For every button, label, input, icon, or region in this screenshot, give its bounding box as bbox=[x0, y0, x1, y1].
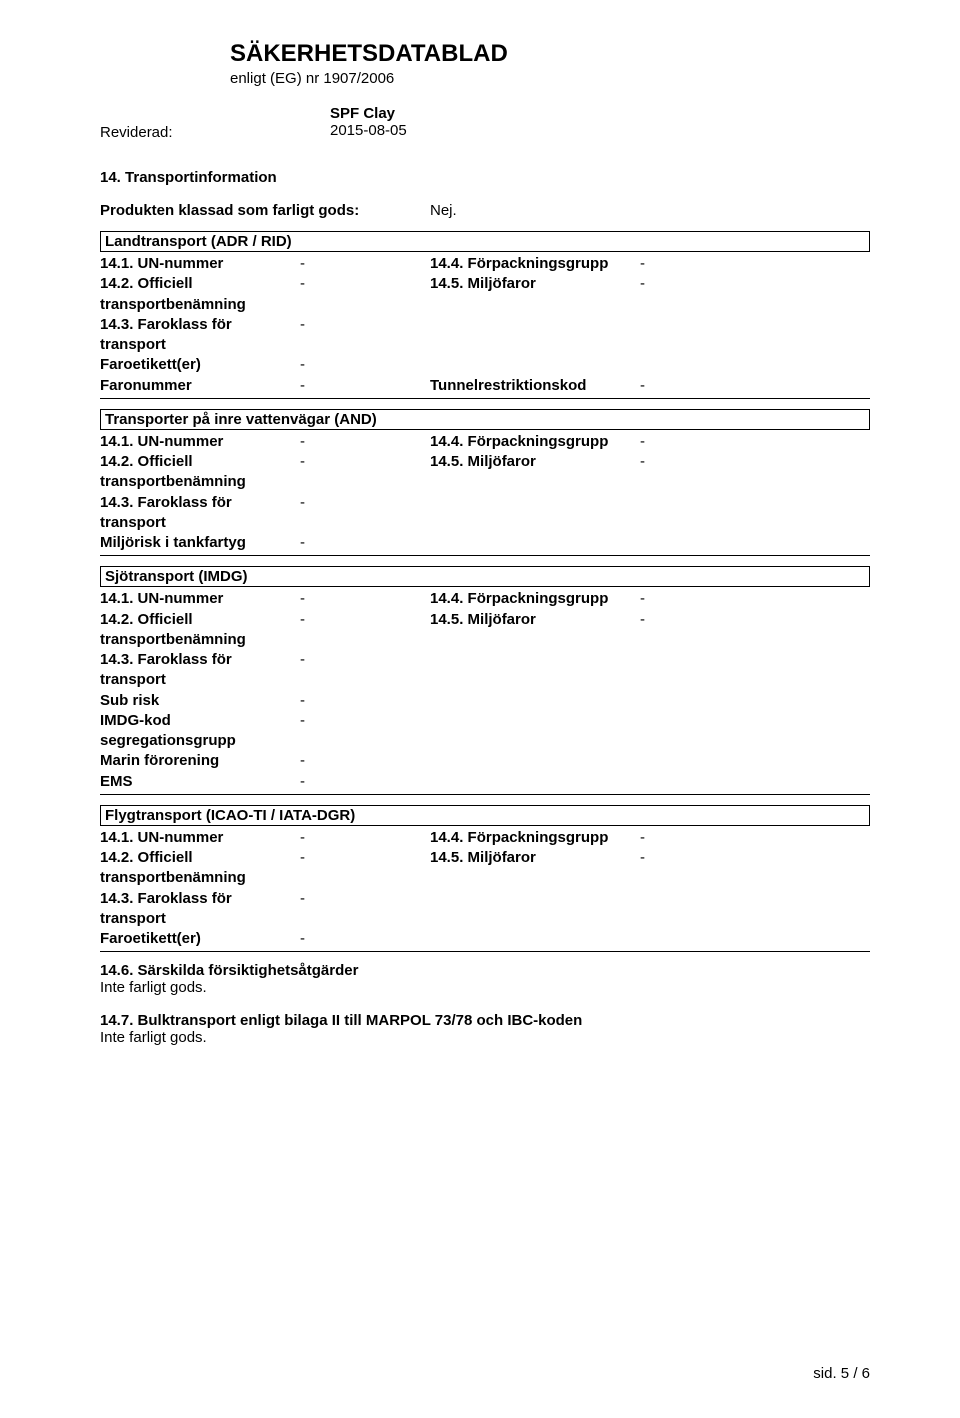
marin-value: - bbox=[300, 751, 430, 771]
forpack-label: 14.4. Förpackningsgrupp bbox=[430, 432, 640, 452]
un-label: 14.1. UN-nummer bbox=[100, 254, 300, 274]
faronummer-value: - bbox=[300, 376, 430, 396]
tunnel-value: - bbox=[640, 376, 680, 396]
forpack-value: - bbox=[640, 589, 680, 609]
forpack-label: 14.4. Förpackningsgrupp bbox=[430, 589, 640, 609]
marin-label: Marin förorening bbox=[100, 751, 300, 771]
faroklass-value: - bbox=[300, 493, 430, 513]
officiell-label-2: transportbenämning bbox=[100, 630, 300, 650]
tunnel-label: Tunnelrestriktionskod bbox=[430, 376, 640, 396]
product-name: SPF Clay bbox=[330, 105, 407, 122]
subrisk-value: - bbox=[300, 691, 430, 711]
officiell-label-2: transportbenämning bbox=[100, 472, 300, 492]
forpack-value: - bbox=[640, 254, 680, 274]
document-subtitle: enligt (EG) nr 1907/2006 bbox=[230, 70, 870, 87]
officiell-value: - bbox=[300, 610, 430, 630]
sec-147-heading: 14.7. Bulktransport enligt bilaga II til… bbox=[100, 1012, 870, 1029]
un-value: - bbox=[300, 432, 430, 452]
block-title-icao: Flygtransport (ICAO-TI / IATA-DGR) bbox=[100, 805, 870, 826]
officiell-label-2: transportbenämning bbox=[100, 868, 300, 888]
page-number: sid. 5 / 6 bbox=[813, 1365, 870, 1382]
document-title: SÄKERHETSDATABLAD bbox=[230, 40, 870, 68]
faroetikett-label: Faroetikett(er) bbox=[100, 355, 300, 375]
ems-value: - bbox=[300, 772, 430, 792]
sec-146-heading: 14.6. Särskilda försiktighetsåtgärder bbox=[100, 962, 870, 979]
officiell-label: 14.2. Officiell bbox=[100, 452, 300, 472]
miljo-label: 14.5. Miljöfaror bbox=[430, 274, 640, 294]
faroetikett-value: - bbox=[300, 355, 430, 375]
faroklass-value: - bbox=[300, 650, 430, 670]
miljorisk-value: - bbox=[300, 533, 430, 553]
officiell-value: - bbox=[300, 848, 430, 868]
imdg-value: - bbox=[300, 711, 430, 731]
imdg-label-2: segregationsgrupp bbox=[100, 731, 300, 751]
forpack-label: 14.4. Förpackningsgrupp bbox=[430, 828, 640, 848]
officiell-label: 14.2. Officiell bbox=[100, 274, 300, 294]
un-label: 14.1. UN-nummer bbox=[100, 828, 300, 848]
revised-date: 2015-08-05 bbox=[330, 122, 407, 139]
un-value: - bbox=[300, 828, 430, 848]
ems-label: EMS bbox=[100, 772, 300, 792]
block-title-adr: Landtransport (ADR / RID) bbox=[100, 231, 870, 252]
un-value: - bbox=[300, 589, 430, 609]
forpack-label: 14.4. Förpackningsgrupp bbox=[430, 254, 640, 274]
klassad-value: Nej. bbox=[430, 202, 457, 219]
miljo-label: 14.5. Miljöfaror bbox=[430, 610, 640, 630]
un-label: 14.1. UN-nummer bbox=[100, 432, 300, 452]
officiell-value: - bbox=[300, 452, 430, 472]
block-title-and: Transporter på inre vattenvägar (AND) bbox=[100, 409, 870, 430]
miljo-label: 14.5. Miljöfaror bbox=[430, 452, 640, 472]
officiell-label: 14.2. Officiell bbox=[100, 848, 300, 868]
officiell-value: - bbox=[300, 274, 430, 294]
miljo-label: 14.5. Miljöfaror bbox=[430, 848, 640, 868]
miljo-value: - bbox=[640, 274, 680, 294]
officiell-label: 14.2. Officiell bbox=[100, 610, 300, 630]
officiell-label-2: transportbenämning bbox=[100, 295, 300, 315]
faroklass-label-2: transport bbox=[100, 335, 300, 355]
sec-147-body: Inte farligt gods. bbox=[100, 1029, 870, 1046]
miljorisk-label: Miljörisk i tankfartyg bbox=[100, 533, 300, 553]
faroklass-label-2: transport bbox=[100, 670, 300, 690]
forpack-value: - bbox=[640, 432, 680, 452]
faroklass-label-2: transport bbox=[100, 909, 300, 929]
faroetikett-label: Faroetikett(er) bbox=[100, 929, 300, 949]
block-title-imdg: Sjötransport (IMDG) bbox=[100, 566, 870, 587]
miljo-value: - bbox=[640, 610, 680, 630]
imdg-label: IMDG-kod bbox=[100, 711, 300, 731]
faroklass-label-2: transport bbox=[100, 513, 300, 533]
un-value: - bbox=[300, 254, 430, 274]
miljo-value: - bbox=[640, 452, 680, 472]
faroklass-label: 14.3. Faroklass för bbox=[100, 650, 300, 670]
sec-146-body: Inte farligt gods. bbox=[100, 979, 870, 996]
miljo-value: - bbox=[640, 848, 680, 868]
faroklass-value: - bbox=[300, 315, 430, 335]
section-14-heading: 14. Transportinformation bbox=[100, 169, 870, 186]
klassad-label: Produkten klassad som farligt gods: bbox=[100, 202, 430, 219]
faroklass-label: 14.3. Faroklass för bbox=[100, 493, 300, 513]
faroetikett-value: - bbox=[300, 929, 430, 949]
faroklass-label: 14.3. Faroklass för bbox=[100, 315, 300, 335]
faroklass-label: 14.3. Faroklass för bbox=[100, 889, 300, 909]
revised-label: Reviderad: bbox=[100, 124, 330, 141]
faronummer-label: Faronummer bbox=[100, 376, 300, 396]
subrisk-label: Sub risk bbox=[100, 691, 300, 711]
un-label: 14.1. UN-nummer bbox=[100, 589, 300, 609]
faroklass-value: - bbox=[300, 889, 430, 909]
forpack-value: - bbox=[640, 828, 680, 848]
